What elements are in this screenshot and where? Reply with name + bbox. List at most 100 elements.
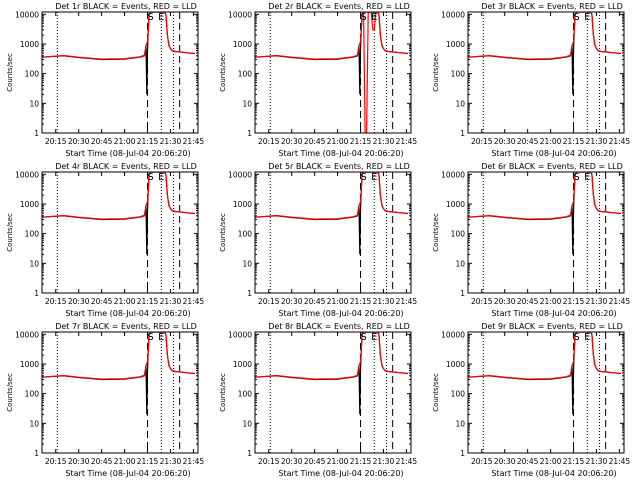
lld-series-line: [468, 172, 621, 220]
x-tick-label: 21:00: [540, 137, 562, 146]
y-tick-label: 1000: [233, 360, 252, 369]
x-axis-label: Start Time (08-Jul-04 20:06:20): [491, 309, 616, 318]
y-tick-label: 1: [247, 129, 252, 138]
chart-panel: Det 5r BLACK = Events, RED = LLD Counts/s…: [219, 162, 417, 318]
x-tick-label: 20:30: [494, 297, 516, 306]
x-tick-label: 21:30: [586, 137, 608, 146]
x-tick-label: 20:45: [304, 297, 326, 306]
x-tick-label: 20:45: [517, 297, 539, 306]
chart-title: Det 4r BLACK = Events, RED = LLD: [55, 162, 197, 171]
time-marker-label: S: [147, 172, 153, 183]
events-series-line: [468, 172, 621, 255]
events-series-line: [42, 332, 195, 415]
x-tick-label: 21:45: [609, 297, 631, 306]
y-tick-label: 1000: [233, 40, 252, 49]
x-tick-label: 21:15: [350, 137, 372, 146]
x-tick-label: 21:30: [160, 297, 182, 306]
y-tick-label: 1000: [20, 40, 39, 49]
chart-title: Det 8r BLACK = Events, RED = LLD: [268, 322, 410, 331]
x-tick-label: 21:15: [137, 137, 159, 146]
x-tick-label: 21:30: [373, 137, 395, 146]
events-series-line: [468, 12, 621, 95]
x-tick-label: 21:30: [160, 137, 182, 146]
chart-panel: Det 7r BLACK = Events, RED = LLD Counts/s…: [6, 322, 204, 478]
chart-panel: Det 2r BLACK = Events, RED = LLD Counts/s…: [219, 2, 417, 158]
y-axis-label: Counts/sec: [6, 373, 14, 412]
x-axis-label: Start Time (08-Jul-04 20:06:20): [65, 309, 190, 318]
plot-frame: [41, 11, 199, 134]
y-axis-label: Counts/sec: [6, 213, 14, 252]
y-tick-label: 10000: [228, 170, 252, 179]
events-series-line: [468, 332, 621, 415]
time-marker-label: S: [573, 172, 579, 183]
y-axis-label: Counts/sec: [219, 53, 227, 92]
x-tick-label: 20:15: [471, 297, 493, 306]
y-tick-label: 10: [29, 259, 39, 268]
x-tick-label: 21:15: [137, 297, 159, 306]
chart-panel: Det 3r BLACK = Events, RED = LLD Counts/s…: [432, 2, 630, 158]
x-tick-label: 21:45: [183, 137, 205, 146]
x-tick-label: 21:00: [327, 137, 349, 146]
y-tick-label: 10: [242, 99, 252, 108]
x-tick-label: 21:00: [114, 297, 136, 306]
y-tick-label: 10000: [441, 170, 465, 179]
x-tick-label: 21:45: [609, 137, 631, 146]
x-tick-label: 21:30: [586, 457, 608, 466]
x-tick-label: 21:45: [183, 297, 205, 306]
chart-title: Det 1r BLACK = Events, RED = LLD: [55, 2, 197, 11]
x-tick-label: 20:30: [281, 137, 303, 146]
plot-frame: [41, 171, 199, 294]
x-axis-label: Start Time (08-Jul-04 20:06:20): [491, 469, 616, 478]
x-tick-label: 20:30: [281, 297, 303, 306]
chart-title: Det 7r BLACK = Events, RED = LLD: [55, 322, 197, 331]
y-axis-label: Counts/sec: [432, 53, 440, 92]
lld-series-line: [468, 332, 621, 380]
y-tick-label: 1: [460, 129, 465, 138]
lld-series-line: [255, 12, 408, 133]
x-tick-label: 21:15: [350, 457, 372, 466]
time-marker-label: E: [584, 12, 590, 23]
y-tick-label: 10: [455, 419, 465, 428]
y-tick-label: 100: [238, 390, 253, 399]
x-tick-label: 21:45: [396, 137, 418, 146]
y-tick-label: 100: [451, 230, 466, 239]
lld-series-line: [468, 12, 621, 60]
x-tick-label: 20:45: [91, 457, 113, 466]
x-axis-label: Start Time (08-Jul-04 20:06:20): [65, 149, 190, 158]
time-marker-label: S: [147, 332, 153, 343]
x-tick-label: 21:15: [137, 457, 159, 466]
lld-series-line: [42, 172, 195, 220]
x-tick-label: 20:15: [45, 457, 67, 466]
time-marker-label: S: [147, 12, 153, 23]
chart-title: Det 5r BLACK = Events, RED = LLD: [268, 162, 410, 171]
y-tick-label: 10: [29, 99, 39, 108]
x-tick-label: 21:45: [183, 457, 205, 466]
time-marker-label: S: [573, 12, 579, 23]
x-tick-label: 20:15: [471, 457, 493, 466]
time-marker-label: E: [584, 172, 590, 183]
x-tick-label: 20:30: [494, 137, 516, 146]
events-series-line: [255, 12, 408, 95]
y-tick-label: 1000: [446, 360, 465, 369]
chart-title: Det 6r BLACK = Events, RED = LLD: [481, 162, 623, 171]
x-tick-label: 20:45: [304, 457, 326, 466]
y-tick-label: 100: [238, 230, 253, 239]
lld-series-line: [255, 332, 408, 380]
y-tick-label: 1000: [446, 200, 465, 209]
chart-title: Det 3r BLACK = Events, RED = LLD: [481, 2, 623, 11]
x-tick-label: 21:15: [563, 297, 585, 306]
y-tick-label: 1000: [20, 360, 39, 369]
y-tick-label: 10000: [15, 170, 39, 179]
x-tick-label: 20:30: [68, 297, 90, 306]
x-tick-label: 21:30: [373, 297, 395, 306]
x-tick-label: 21:15: [350, 297, 372, 306]
plot-frame: [467, 331, 625, 454]
plot-frame: [41, 331, 199, 454]
events-series-line: [255, 172, 408, 255]
y-tick-label: 1: [247, 449, 252, 458]
x-axis-label: Start Time (08-Jul-04 20:06:20): [278, 469, 403, 478]
x-tick-label: 21:00: [540, 457, 562, 466]
y-tick-label: 1000: [233, 200, 252, 209]
time-marker-label: E: [371, 172, 377, 183]
